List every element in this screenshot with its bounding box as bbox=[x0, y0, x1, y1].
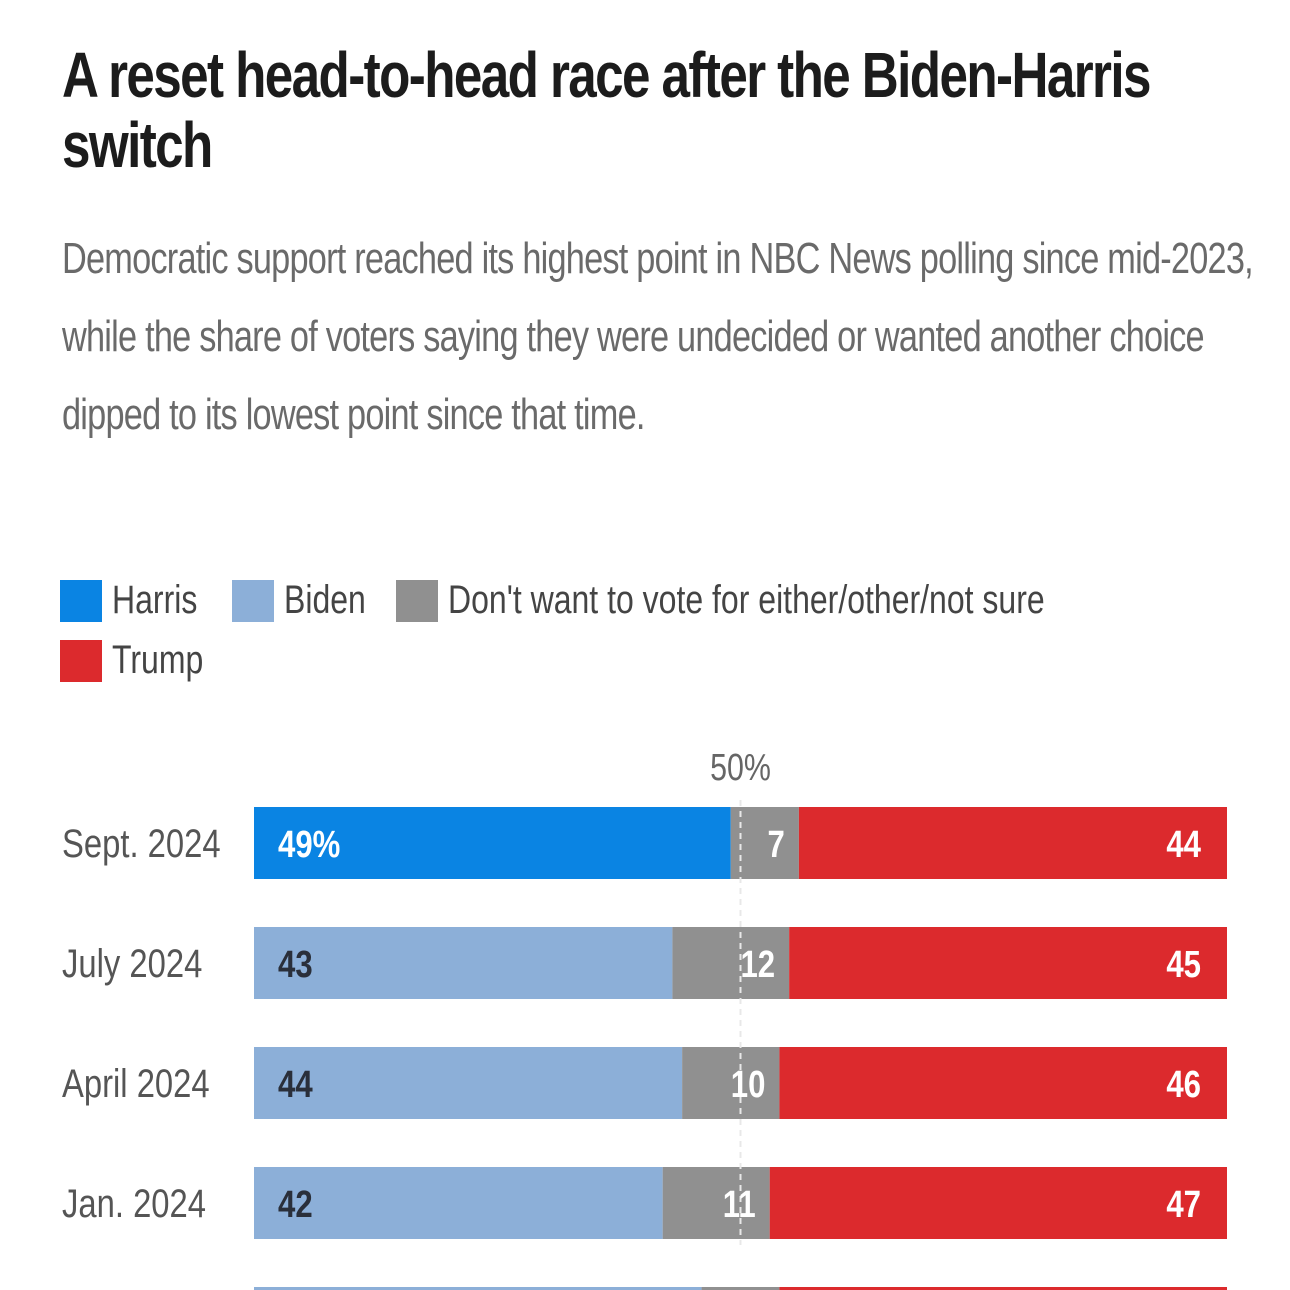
legend-swatch-other bbox=[396, 579, 438, 622]
data-label-2-2: 46 bbox=[1166, 1064, 1201, 1106]
data-label-1-3: 11 bbox=[723, 1184, 756, 1226]
bar-segment-2-1 bbox=[789, 927, 1227, 999]
row-label-0: Sept. 2024 bbox=[62, 821, 221, 866]
row-label-1: July 2024 bbox=[62, 941, 202, 986]
data-label-2-1: 45 bbox=[1166, 944, 1201, 986]
legend-swatch-biden bbox=[232, 579, 274, 622]
data-label-1-1: 12 bbox=[741, 944, 776, 986]
data-label-1-0: 7 bbox=[768, 824, 785, 866]
bar-segment-1-3 bbox=[662, 1167, 770, 1239]
bar-segment-0-3 bbox=[254, 1167, 663, 1239]
bar-segment-2-2 bbox=[779, 1047, 1227, 1119]
bar-segment-1-2 bbox=[682, 1047, 780, 1119]
bar-segment-partial-0 bbox=[254, 1287, 702, 1290]
legend-swatch-trump bbox=[60, 639, 102, 682]
legend-item-trump: Trump bbox=[60, 638, 226, 683]
bar-segment-0-2 bbox=[254, 1047, 683, 1119]
legend-item-other: Don't want to vote for either/other/not … bbox=[396, 578, 1194, 623]
legend-item-biden: Biden bbox=[232, 578, 386, 623]
bar-segment-0-1 bbox=[254, 927, 673, 999]
data-label-0-1: 43 bbox=[278, 944, 313, 986]
legend-label-harris: Harris bbox=[112, 578, 198, 622]
chart-subtitle: Democratic support reached its highest p… bbox=[62, 234, 1254, 439]
legend-label-other: Don't want to vote for either/other/not … bbox=[448, 578, 1045, 622]
row-label-3: Jan. 2024 bbox=[62, 1181, 206, 1226]
bar-segment-0-0 bbox=[254, 807, 731, 879]
bar-segment-partial-2 bbox=[779, 1287, 1227, 1290]
bar-segment-partial-1 bbox=[701, 1287, 780, 1290]
bar-segment-2-0 bbox=[798, 807, 1227, 879]
data-label-1-2: 10 bbox=[731, 1064, 766, 1106]
data-label-0-3: 42 bbox=[278, 1184, 313, 1226]
bar-segment-2-3 bbox=[769, 1167, 1227, 1239]
data-label-2-0: 44 bbox=[1166, 824, 1201, 866]
chart-title: A reset head-to-head race after the Bide… bbox=[62, 39, 1151, 181]
reference-line-label: 50% bbox=[710, 747, 771, 789]
bar-segment-1-1 bbox=[672, 927, 790, 999]
legend-label-trump: Trump bbox=[112, 638, 204, 682]
legend-swatch-harris bbox=[60, 579, 102, 622]
row-label-2: April 2024 bbox=[62, 1061, 210, 1106]
data-label-0-0: 49% bbox=[278, 824, 340, 866]
legend-item-harris: Harris bbox=[60, 578, 219, 623]
data-label-0-2: 44 bbox=[278, 1064, 313, 1106]
legend-label-biden: Biden bbox=[284, 578, 366, 622]
bar-segment-1-0 bbox=[730, 807, 799, 879]
data-label-2-3: 47 bbox=[1166, 1184, 1201, 1226]
